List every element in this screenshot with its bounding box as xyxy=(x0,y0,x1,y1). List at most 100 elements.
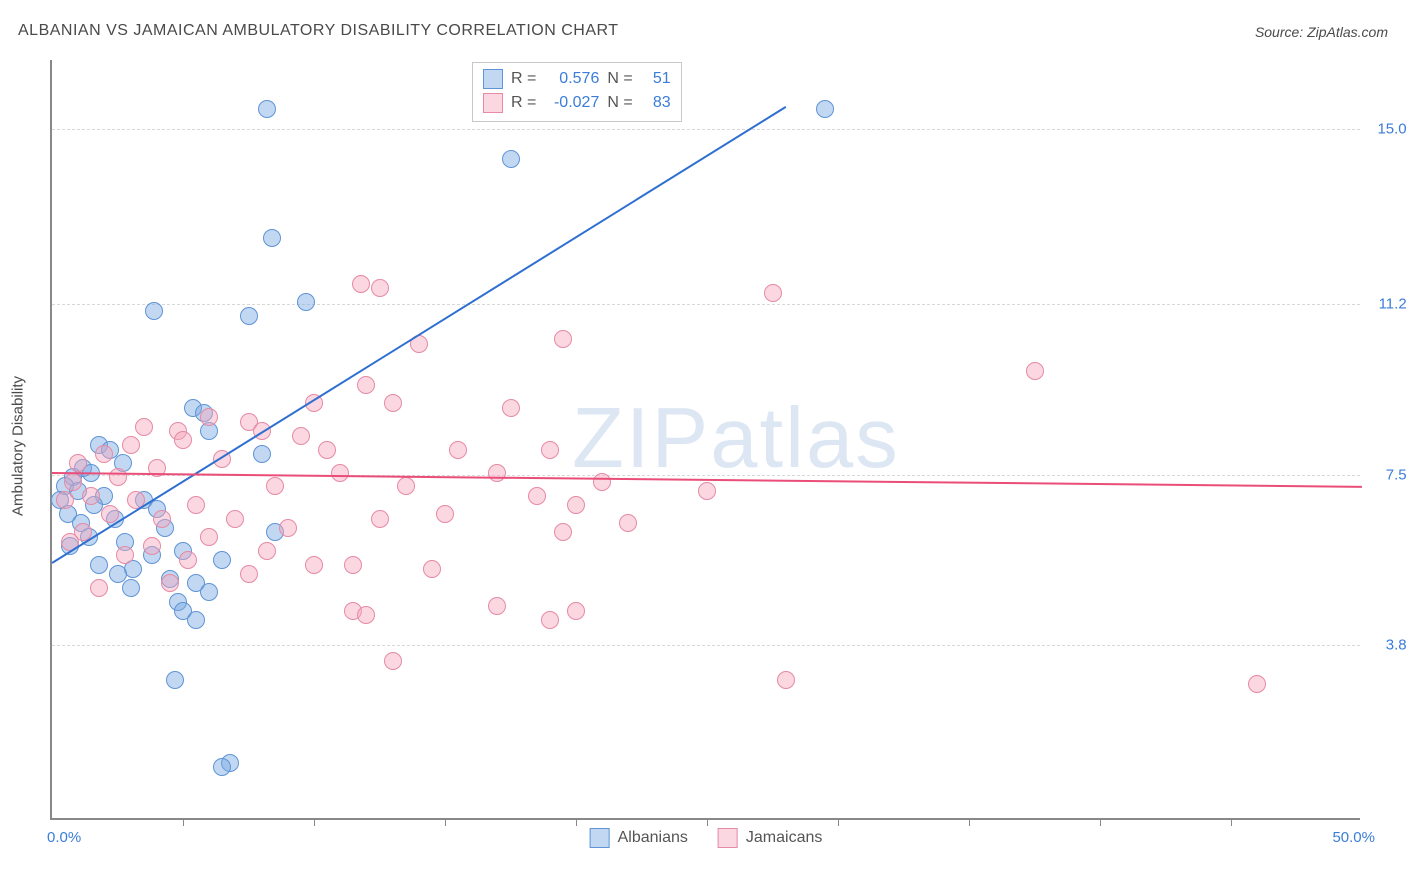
y-tick-label: 3.8% xyxy=(1365,636,1406,653)
data-point xyxy=(816,100,834,118)
data-point xyxy=(258,542,276,560)
data-point xyxy=(305,556,323,574)
watermark-atlas: atlas xyxy=(710,391,900,486)
data-point xyxy=(143,537,161,555)
data-point xyxy=(145,302,163,320)
data-point xyxy=(161,574,179,592)
y-axis-label: Ambulatory Disability xyxy=(10,376,27,516)
data-point xyxy=(488,464,506,482)
data-point xyxy=(90,556,108,574)
data-point xyxy=(179,551,197,569)
data-point xyxy=(292,427,310,445)
data-point xyxy=(135,418,153,436)
r-label: R = xyxy=(511,94,536,112)
data-point xyxy=(122,436,140,454)
legend-label-albanians: Albanians xyxy=(618,829,688,847)
data-point xyxy=(101,505,119,523)
data-point xyxy=(187,611,205,629)
legend-row-jamaicans: R = -0.027 N = 83 xyxy=(483,91,671,115)
x-tick xyxy=(707,818,708,826)
data-point xyxy=(69,454,87,472)
data-point xyxy=(449,441,467,459)
data-point xyxy=(279,519,297,537)
r-value-albanians: 0.576 xyxy=(544,70,599,88)
x-tick xyxy=(1231,818,1232,826)
data-point xyxy=(423,560,441,578)
data-point xyxy=(200,408,218,426)
y-tick-label: 7.5% xyxy=(1365,466,1406,483)
data-point xyxy=(593,473,611,491)
data-point xyxy=(318,441,336,459)
data-point xyxy=(263,229,281,247)
series-legend: Albanians Jamaicans xyxy=(590,828,823,848)
swatch-jamaicans xyxy=(483,93,503,113)
data-point xyxy=(1026,362,1044,380)
data-point xyxy=(554,330,572,348)
gridline xyxy=(52,645,1360,646)
n-label: N = xyxy=(607,94,632,112)
data-point xyxy=(371,510,389,528)
data-point xyxy=(174,431,192,449)
r-value-jamaicans: -0.027 xyxy=(544,94,599,112)
trend-line xyxy=(51,106,786,564)
data-point xyxy=(64,473,82,491)
data-point xyxy=(344,556,362,574)
data-point xyxy=(153,510,171,528)
data-point xyxy=(357,606,375,624)
data-point xyxy=(764,284,782,302)
x-tick xyxy=(838,818,839,826)
correlation-legend: R = 0.576 N = 51 R = -0.027 N = 83 xyxy=(472,62,682,122)
x-tick xyxy=(576,818,577,826)
data-point xyxy=(200,583,218,601)
r-label: R = xyxy=(511,70,536,88)
data-point xyxy=(384,652,402,670)
data-point xyxy=(213,551,231,569)
data-point xyxy=(352,275,370,293)
data-point xyxy=(56,491,74,509)
watermark-zip: ZIP xyxy=(572,391,710,486)
data-point xyxy=(619,514,637,532)
data-point xyxy=(384,394,402,412)
data-point xyxy=(266,477,284,495)
x-tick xyxy=(969,818,970,826)
gridline xyxy=(52,304,1360,305)
gridline xyxy=(52,129,1360,130)
data-point xyxy=(528,487,546,505)
data-point xyxy=(698,482,716,500)
legend-item-jamaicans: Jamaicans xyxy=(718,828,822,848)
swatch-albanians xyxy=(483,69,503,89)
data-point xyxy=(122,579,140,597)
legend-row-albanians: R = 0.576 N = 51 xyxy=(483,67,671,91)
source-attribution: Source: ZipAtlas.com xyxy=(1255,24,1388,40)
data-point xyxy=(297,293,315,311)
x-tick xyxy=(1100,818,1101,826)
data-point xyxy=(567,496,585,514)
x-tick xyxy=(445,818,446,826)
data-point xyxy=(253,445,271,463)
y-tick-label: 15.0% xyxy=(1365,121,1406,138)
data-point xyxy=(200,528,218,546)
data-point xyxy=(371,279,389,297)
x-min-label: 0.0% xyxy=(47,829,81,846)
data-point xyxy=(240,565,258,583)
data-point xyxy=(90,579,108,597)
legend-label-jamaicans: Jamaicans xyxy=(746,829,822,847)
x-tick xyxy=(314,818,315,826)
data-point xyxy=(488,597,506,615)
data-point xyxy=(240,307,258,325)
y-tick-label: 11.2% xyxy=(1365,296,1406,313)
data-point xyxy=(397,477,415,495)
data-point xyxy=(258,100,276,118)
data-point xyxy=(436,505,454,523)
x-max-label: 50.0% xyxy=(1332,829,1375,846)
data-point xyxy=(116,546,134,564)
chart-container: ALBANIAN VS JAMAICAN AMBULATORY DISABILI… xyxy=(0,0,1406,892)
data-point xyxy=(357,376,375,394)
data-point xyxy=(331,464,349,482)
x-tick xyxy=(183,818,184,826)
chart-title: ALBANIAN VS JAMAICAN AMBULATORY DISABILI… xyxy=(18,22,619,40)
data-point xyxy=(541,611,559,629)
data-point xyxy=(226,510,244,528)
data-point xyxy=(95,445,113,463)
data-point xyxy=(502,150,520,168)
